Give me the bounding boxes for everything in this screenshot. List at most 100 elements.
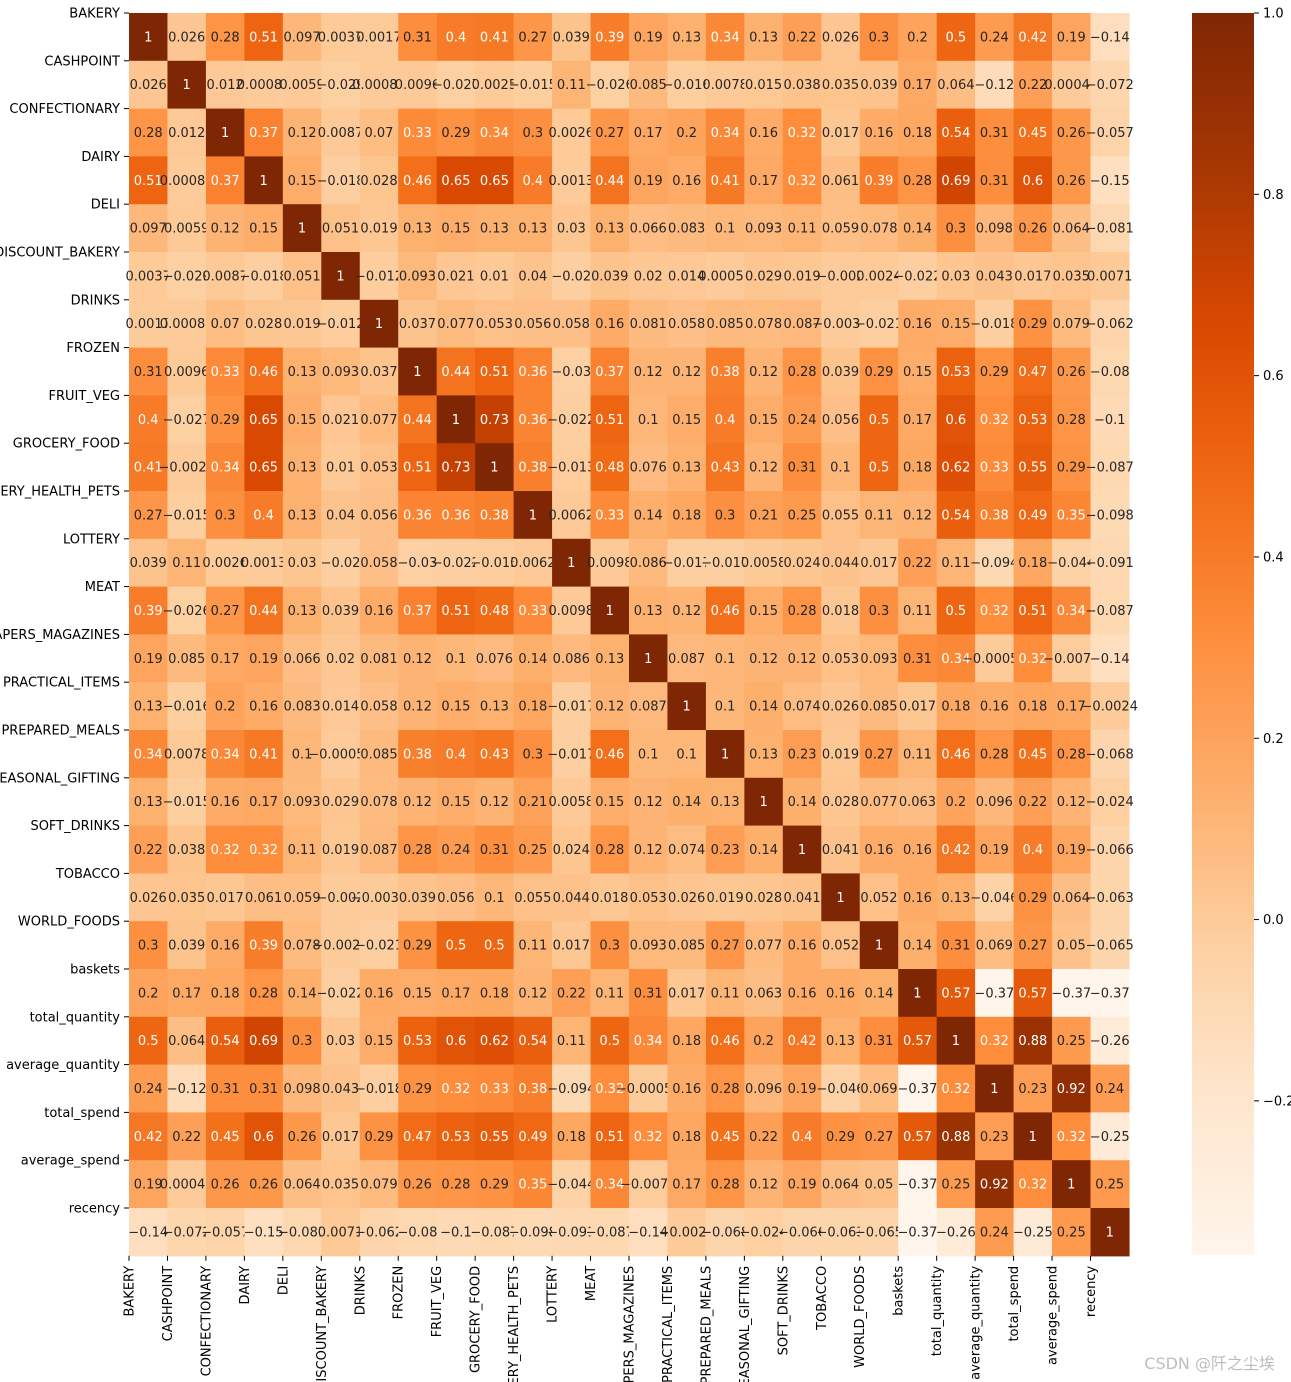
heatmap-cell — [1013, 252, 1053, 301]
cell-value-label: 0.33 — [980, 461, 1009, 476]
heatmap-cell — [590, 1064, 630, 1113]
heatmap-cell — [628, 1016, 669, 1066]
heatmap-cell — [590, 921, 630, 970]
cell-value-label: 0.17 — [211, 652, 240, 667]
heatmap-cell — [552, 921, 592, 970]
cell-value-label: 0.65 — [249, 461, 278, 476]
heatmap-cell — [436, 299, 476, 349]
heatmap-cell — [667, 108, 707, 157]
cell-value-label: 0.038 — [168, 843, 205, 858]
cell-value-label: 0.085 — [168, 652, 205, 667]
heatmap-cell — [244, 443, 284, 492]
heatmap-cell — [821, 873, 861, 922]
heatmap-cell — [936, 443, 976, 492]
heatmap-cell — [821, 156, 861, 205]
heatmap-cell — [167, 586, 207, 635]
heatmap-cell — [898, 156, 938, 205]
cell-value-label: 0.0087 — [318, 126, 364, 141]
cell-value-label: −0.021 — [355, 939, 403, 954]
cell-value-label: 0.25 — [1057, 1034, 1086, 1049]
cell-value-label: 0.061 — [245, 891, 282, 906]
cell-value-label: −0.068 — [701, 1225, 749, 1240]
cell-value-label: −0.00052 — [308, 747, 373, 762]
cell-value-label: 0.17 — [441, 986, 470, 1001]
heatmap-cell — [398, 347, 438, 396]
heatmap-cell — [167, 1112, 207, 1161]
cell-value-label: 0.11 — [595, 986, 624, 1001]
heatmap-cell — [513, 777, 553, 827]
heatmap-cell — [205, 1064, 245, 1113]
cell-value-label: −0.081 — [1086, 222, 1134, 237]
cell-value-label: 1 — [183, 78, 191, 93]
heatmap-cell — [552, 969, 592, 1018]
cell-value-label: 0.29 — [1018, 317, 1047, 332]
cell-value-label: 0.12 — [634, 843, 663, 858]
cell-value-label: 0.085 — [707, 317, 744, 332]
cell-value-label: 0.12 — [672, 604, 701, 619]
heatmap-cell — [1090, 491, 1130, 540]
cell-value-label: 0.41 — [480, 30, 509, 45]
cell-value-label: 0.087 — [668, 652, 705, 667]
heatmap-cell — [167, 873, 207, 922]
x-tick-label: DELI — [276, 1266, 291, 1295]
cell-value-label: −0.08 — [398, 1225, 438, 1240]
cell-value-label: 0.57 — [1018, 986, 1047, 1001]
heatmap-cell — [167, 156, 207, 205]
heatmap-cell — [475, 1064, 515, 1113]
heatmap-cell — [129, 730, 169, 779]
cell-value-label: 0.0071 — [1087, 269, 1133, 284]
heatmap-cell — [436, 1064, 476, 1113]
cell-value-label: 0.26 — [403, 1178, 432, 1193]
cell-value-label: 0.27 — [711, 939, 740, 954]
cell-value-label: 0.064 — [283, 1178, 320, 1193]
cell-value-label: 0.19 — [634, 30, 663, 45]
cell-value-label: 0.097 — [283, 30, 320, 45]
heatmap-cell — [129, 1112, 169, 1161]
cell-value-label: 0.45 — [1018, 126, 1047, 141]
heatmap-cell — [436, 1208, 476, 1257]
heatmap-cell — [782, 969, 822, 1018]
heatmap-cell — [705, 491, 745, 540]
cell-value-label: 0.087 — [360, 843, 397, 858]
cell-value-label: 0.078 — [860, 222, 897, 237]
heatmap-cell — [513, 204, 553, 253]
cell-value-label: 0.18 — [518, 700, 547, 715]
cell-value-label: 0.17 — [903, 413, 932, 428]
heatmap-cell — [398, 1160, 438, 1209]
cell-value-label: 0.15 — [403, 986, 432, 1001]
cell-value-label: 0.14 — [903, 222, 932, 237]
heatmap-cell — [282, 299, 322, 349]
cell-value-label: 0.021 — [322, 413, 359, 428]
heatmap-cell — [552, 156, 592, 205]
heatmap-cell — [1090, 1160, 1130, 1209]
cell-value-label: −0.091 — [1086, 556, 1134, 571]
heatmap-cell — [898, 395, 938, 444]
heatmap-cell — [975, 730, 1015, 779]
heatmap-cell — [282, 13, 322, 62]
heatmap-cell — [898, 443, 938, 492]
cell-value-label: 0.12 — [403, 795, 432, 810]
cell-value-label: 0.04 — [518, 269, 547, 284]
heatmap-cell — [513, 299, 553, 349]
cell-value-label: 0.14 — [518, 652, 547, 667]
heatmap-cell — [398, 825, 438, 874]
cell-value-label: 0.65 — [480, 174, 509, 189]
heatmap-cell — [1052, 299, 1092, 349]
heatmap-cell — [552, 443, 592, 492]
cell-value-label: 0.42 — [788, 1034, 817, 1049]
cell-value-label: 0.2 — [676, 126, 697, 141]
heatmap-cell — [475, 825, 515, 874]
cell-value-label: 0.32 — [980, 413, 1009, 428]
heatmap-cell — [975, 873, 1015, 922]
cell-value-label: 0.5 — [599, 1034, 620, 1049]
cell-value-label: 0.53 — [941, 365, 970, 380]
heatmap-cell — [975, 156, 1015, 205]
heatmap-cell — [398, 873, 438, 922]
heatmap-cell — [552, 13, 592, 62]
heatmap-cell — [1013, 204, 1053, 253]
heatmap-cell — [436, 443, 476, 492]
cell-value-label: −0.14 — [1090, 30, 1130, 45]
heatmap-cell — [782, 682, 822, 731]
heatmap-cell — [205, 1208, 245, 1257]
cell-value-label: 0.043 — [976, 269, 1013, 284]
